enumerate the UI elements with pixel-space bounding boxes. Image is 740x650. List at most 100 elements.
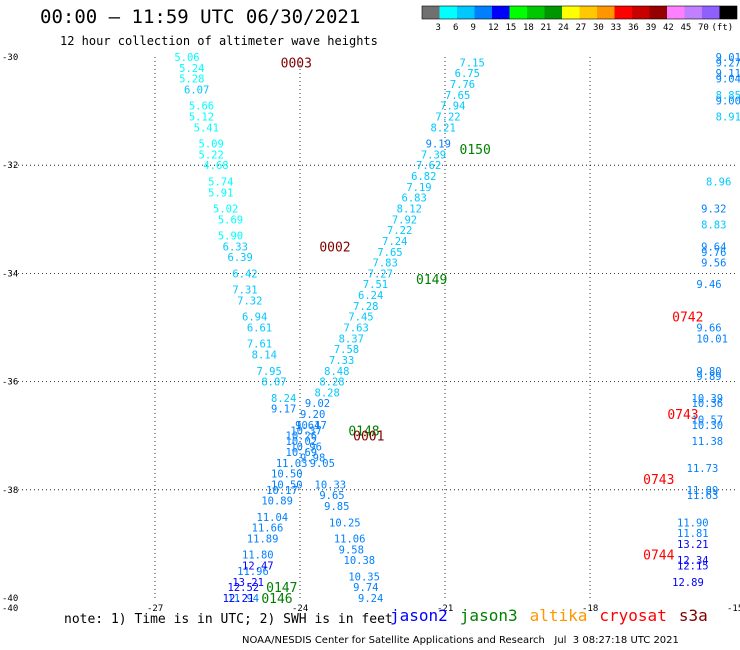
swh-value-label: 10.96 — [290, 442, 322, 454]
colorbar-label: 45 — [681, 23, 692, 33]
track-id-label: 0743 — [667, 408, 698, 423]
footer-note: note: 1) Time is in UTC; 2) SWH is in fe… — [64, 612, 393, 627]
swh-value-label: 7.45 — [348, 312, 373, 324]
swh-value-label: 8.24 — [271, 393, 296, 405]
swh-value-label: 9.56 — [701, 258, 726, 270]
legend-jason2: jason2 — [390, 606, 448, 625]
colorbar-label: 15 — [506, 23, 517, 33]
colorbar-label: 3 — [436, 23, 441, 33]
swh-value-label: 9.05 — [310, 458, 335, 470]
colorbar-swatch — [649, 6, 667, 19]
swh-value-label: 6.24 — [358, 290, 383, 302]
swh-value-label: 13.21 — [232, 577, 264, 589]
swh-value-label: 5.02 — [213, 203, 238, 215]
swh-value-label: 12.21 — [223, 593, 255, 605]
colorbar-label: 33 — [611, 23, 622, 33]
swh-value-label: 9.20 — [300, 409, 325, 421]
swh-value-label: 7.65 — [377, 247, 402, 259]
swh-value-label: 9.02 — [305, 398, 330, 410]
swh-value-label: 7.22 — [435, 112, 460, 124]
swh-value-label: 10.50 — [271, 469, 303, 481]
swh-value-label: 10.17 — [266, 485, 298, 497]
swh-value-label: 11.80 — [242, 550, 274, 562]
swh-value-label: 9.11 — [716, 68, 740, 80]
swh-value-label: 8.85 — [716, 90, 740, 102]
swh-value-label: 11.06 — [334, 533, 366, 545]
track-id-label: 0146 — [261, 592, 292, 607]
swh-value-label: 11.89 — [247, 533, 279, 545]
swh-value-label: 9.76 — [701, 247, 726, 259]
swh-value-label: 8.96 — [706, 176, 731, 188]
x-tick-label: -18 — [582, 604, 598, 614]
track-id-label: 0001 — [353, 430, 384, 445]
swh-value-label: 8.21 — [431, 122, 456, 134]
colorbar-swatch — [562, 6, 580, 19]
colorbar-label: 12 — [488, 23, 499, 33]
colorbar-swatch — [684, 6, 702, 19]
colorbar-label: 42 — [663, 23, 674, 33]
colorbar-label: 39 — [646, 23, 657, 33]
swh-value-label: 12.15 — [677, 561, 709, 573]
swh-value-label: 8.07 — [261, 377, 286, 389]
legend-cryosat: cryosat — [599, 606, 667, 625]
swh-value-label: 9.80 — [696, 366, 721, 378]
swh-value-label: 7.32 — [237, 295, 262, 307]
colorbar-swatch — [702, 6, 720, 19]
y-tick-label: -40 — [2, 594, 18, 604]
swh-value-label: 7.27 — [368, 268, 393, 280]
swh-value-label: 10.36 — [692, 398, 724, 410]
footer-credit: NOAA/NESDIS Center for Satellite Applica… — [242, 635, 679, 646]
colorbar-swatch — [474, 6, 492, 19]
colorbar-swatch — [719, 6, 737, 19]
colorbar-swatch — [544, 6, 562, 19]
y-tick-label: -32 — [2, 161, 18, 171]
swh-value-label: 5.41 — [194, 122, 219, 134]
swh-value-label: 10.01 — [696, 333, 728, 345]
swh-value-label: 10.37 — [290, 425, 322, 437]
swh-value-label: 5.12 — [189, 112, 214, 124]
swh-value-label: 5.74 — [208, 176, 233, 188]
track-id-label: 0147 — [266, 581, 297, 596]
swh-value-label: 8.37 — [339, 333, 364, 345]
swh-value-label: 12.47 — [242, 561, 274, 573]
colorbar-swatch — [439, 6, 457, 19]
swh-value-label: 7.58 — [334, 344, 359, 356]
track-id-label: 0002 — [319, 240, 350, 255]
swh-value-label: 10.25 — [329, 517, 361, 529]
swh-value-label: 7.19 — [406, 182, 431, 194]
swh-value-label: 11.63 — [687, 490, 719, 502]
swh-value-label: 7.83 — [373, 258, 398, 270]
swh-value-label: 9.65 — [319, 490, 344, 502]
satellite-legend: jason2 jason3 altika cryosat s3a — [390, 606, 720, 625]
swh-value-label: 11.66 — [252, 523, 284, 535]
legend-s3a: s3a — [678, 606, 708, 625]
swh-value-label: 9.74 — [353, 582, 378, 594]
swh-value-label: 10.02 — [286, 436, 318, 448]
swh-value-label: 7.61 — [247, 339, 272, 351]
colorbar-label: 30 — [593, 23, 604, 33]
colorbar-swatch — [457, 6, 475, 19]
swh-value-label: 7.15 — [460, 57, 485, 69]
swh-value-label: 7.24 — [382, 236, 407, 248]
page-title: 00:00 – 11:59 UTC 06/30/2021 — [40, 6, 361, 28]
x-tick-label: -24 — [292, 604, 308, 614]
y-tick-label: -38 — [2, 486, 18, 496]
colorbar-label: 24 — [558, 23, 569, 33]
swh-value-label: 9.89 — [696, 371, 721, 383]
swh-value-label: 5.91 — [208, 187, 233, 199]
swh-value-label: 9.64 — [295, 420, 320, 432]
track-id-label: 0744 — [643, 549, 674, 564]
track-id-label: 0150 — [460, 143, 491, 158]
colorbar-swatch — [509, 6, 527, 19]
swh-value-label: 7.39 — [421, 149, 446, 161]
swh-value-label: 5.66 — [189, 101, 214, 113]
x-tick-label: -27 — [147, 604, 163, 614]
swh-value-label: 11.90 — [677, 517, 709, 529]
swh-value-label: 10.39 — [692, 393, 724, 405]
swh-value-label: 12.34 — [677, 555, 709, 567]
swh-value-label: 7.62 — [416, 160, 441, 172]
swh-value-label: 7.31 — [232, 285, 257, 297]
track-id-label: 0743 — [643, 473, 674, 488]
swh-value-label: 5.06 — [174, 52, 199, 64]
